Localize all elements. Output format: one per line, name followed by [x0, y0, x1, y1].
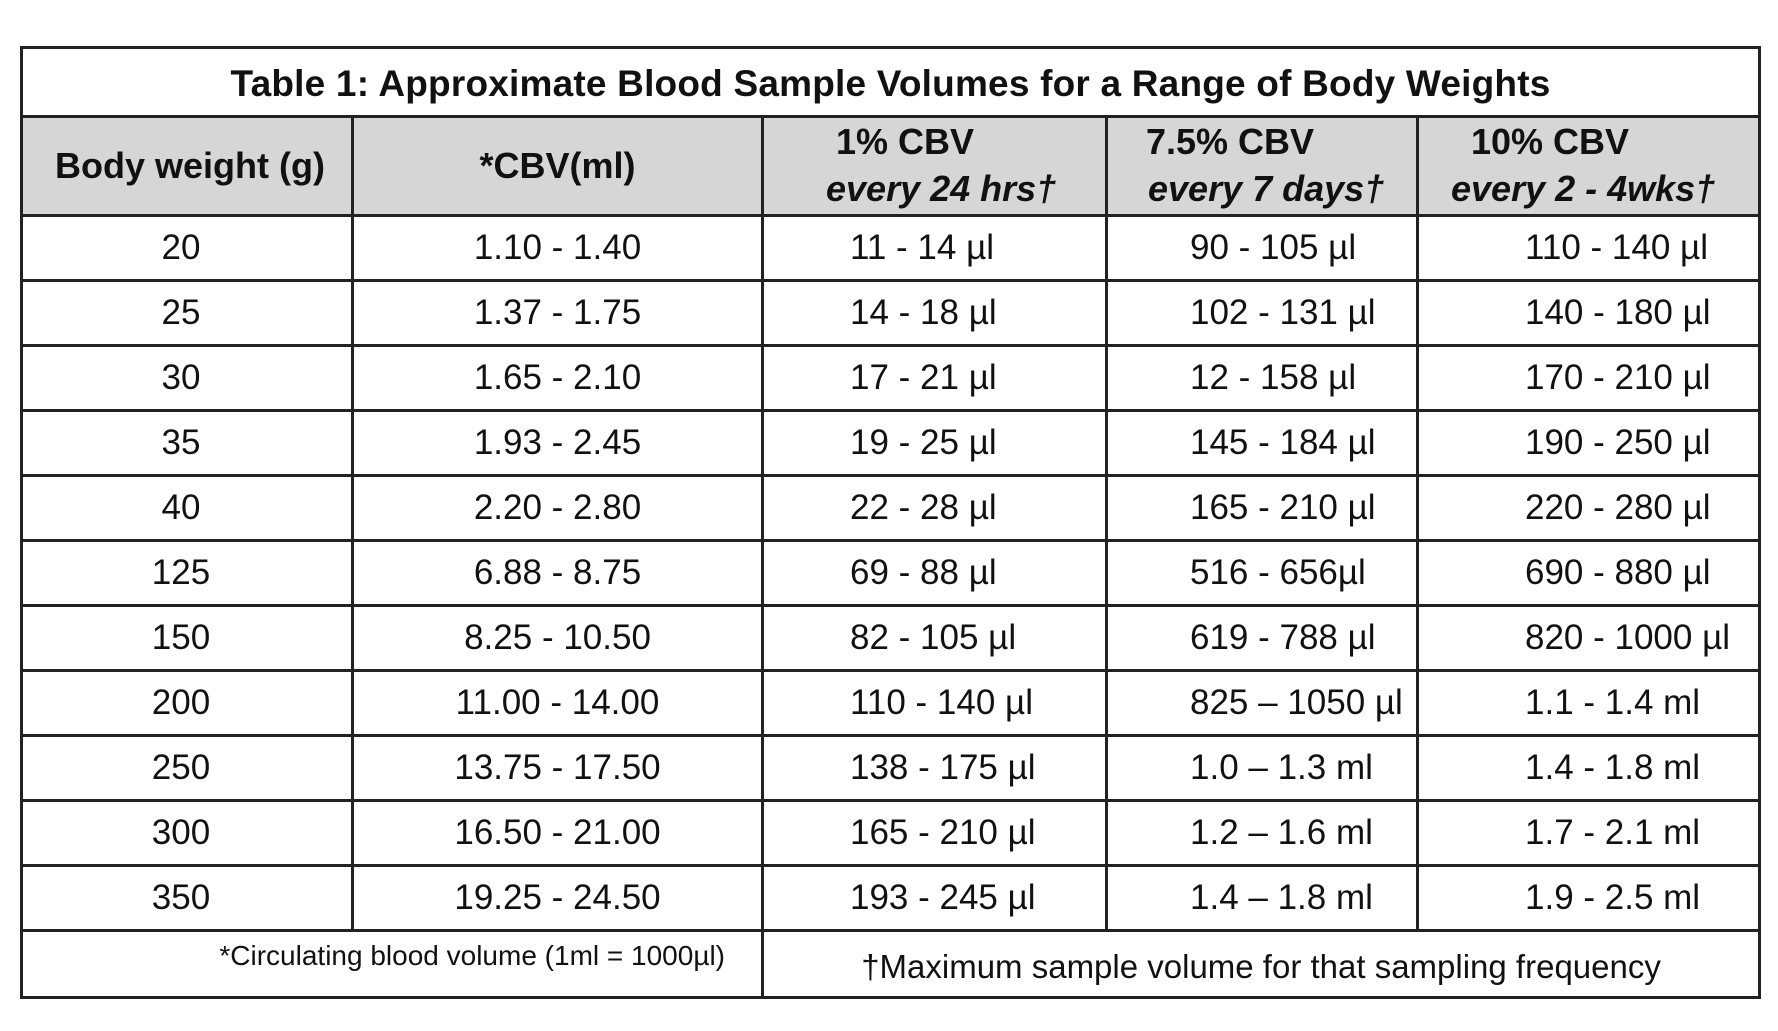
cell-pct10: 170 - 210 µl	[1415, 344, 1762, 412]
cell-cbv: 8.25 - 10.50	[351, 604, 764, 672]
footnote-cbv: *Circulating blood volume (1ml = 1000µl)	[20, 929, 764, 999]
cell-pct1: 22 - 28 µl	[761, 474, 1108, 542]
header-pct1-frequency: every 24 hrs†	[826, 168, 1057, 209]
header-pct1: 1% CBV every 24 hrs†	[761, 115, 1108, 217]
cell-pct75: 90 - 105 µl	[1105, 214, 1419, 282]
table-row: 250 13.75 - 17.50 138 - 175 µl 1.0 – 1.3…	[20, 734, 1762, 802]
table-title: Table 1: Approximate Blood Sample Volume…	[19, 46, 1762, 118]
cell-pct1: 19 - 25 µl	[761, 409, 1108, 477]
cell-pct75: 12 - 158 µl	[1105, 344, 1419, 412]
table-row: 35 1.93 - 2.45 19 - 25 µl 145 - 184 µl 1…	[20, 409, 1762, 477]
header-cbv: *CBV(ml)	[351, 115, 764, 217]
header-body-weight: Body weight (g)	[20, 115, 354, 217]
header-row: Body weight (g) *CBV(ml) 1% CBV every 24…	[20, 115, 1762, 217]
table-row: 30 1.65 - 2.10 17 - 21 µl 12 - 158 µl 17…	[20, 344, 1762, 412]
cell-pct1: 11 - 14 µl	[761, 214, 1108, 282]
cell-pct75: 825 – 1050 µl	[1105, 669, 1419, 737]
table-row: 300 16.50 - 21.00 165 - 210 µl 1.2 – 1.6…	[20, 799, 1762, 867]
cell-body-weight: 25	[20, 279, 354, 347]
cell-cbv: 1.37 - 1.75	[351, 279, 764, 347]
header-pct10: 10% CBV every 2 - 4wks†	[1415, 115, 1762, 217]
cell-pct10: 1.1 - 1.4 ml	[1415, 669, 1762, 737]
cell-pct1: 17 - 21 µl	[761, 344, 1108, 412]
table-row: 150 8.25 - 10.50 82 - 105 µl 619 - 788 µ…	[20, 604, 1762, 672]
cell-cbv: 16.50 - 21.00	[351, 799, 764, 867]
cell-pct10: 140 - 180 µl	[1415, 279, 1762, 347]
cell-pct10: 1.4 - 1.8 ml	[1415, 734, 1762, 802]
table-row: 20 1.10 - 1.40 11 - 14 µl 90 - 105 µl 11…	[20, 214, 1762, 282]
cell-pct75: 165 - 210 µl	[1105, 474, 1419, 542]
table-row: 350 19.25 - 24.50 193 - 245 µl 1.4 – 1.8…	[20, 864, 1762, 932]
cell-cbv: 6.88 - 8.75	[351, 539, 764, 607]
header-pct75-frequency: every 7 days†	[1148, 168, 1385, 209]
cell-pct75: 1.0 – 1.3 ml	[1105, 734, 1419, 802]
cell-body-weight: 40	[20, 474, 354, 542]
cell-pct1: 14 - 18 µl	[761, 279, 1108, 347]
cell-pct75: 1.4 – 1.8 ml	[1105, 864, 1419, 932]
header-pct10-label: 10% CBV	[1471, 121, 1630, 162]
cell-body-weight: 250	[20, 734, 354, 802]
header-pct75-label: 7.5% CBV	[1146, 121, 1315, 162]
cell-pct75: 145 - 184 µl	[1105, 409, 1419, 477]
cell-pct1: 110 - 140 µl	[761, 669, 1108, 737]
cell-pct75: 619 - 788 µl	[1105, 604, 1419, 672]
header-pct75: 7.5% CBV every 7 days†	[1105, 115, 1419, 217]
cell-pct10: 690 - 880 µl	[1415, 539, 1762, 607]
header-pct10-frequency: every 2 - 4wks†	[1451, 168, 1716, 209]
table-row: 200 11.00 - 14.00 110 - 140 µl 825 – 105…	[20, 669, 1762, 737]
cell-pct10: 1.7 - 2.1 ml	[1415, 799, 1762, 867]
blood-volume-table-figure: Table 1: Approximate Blood Sample Volume…	[19, 46, 1762, 1000]
title-row: Table 1: Approximate Blood Sample Volume…	[19, 46, 1762, 118]
table-row: 40 2.20 - 2.80 22 - 28 µl 165 - 210 µl 2…	[20, 474, 1762, 542]
blood-volume-table: Table 1: Approximate Blood Sample Volume…	[19, 46, 1762, 999]
cell-pct10: 190 - 250 µl	[1415, 409, 1762, 477]
cell-body-weight: 125	[20, 539, 354, 607]
cell-pct75: 102 - 131 µl	[1105, 279, 1419, 347]
table-body: 20 1.10 - 1.40 11 - 14 µl 90 - 105 µl 11…	[20, 214, 1762, 999]
cell-body-weight: 20	[20, 214, 354, 282]
cell-pct75: 1.2 – 1.6 ml	[1105, 799, 1419, 867]
cell-pct1: 165 - 210 µl	[761, 799, 1108, 867]
cell-body-weight: 30	[20, 344, 354, 412]
table-row: 125 6.88 - 8.75 69 - 88 µl 516 - 656µl 6…	[20, 539, 1762, 607]
cell-body-weight: 35	[20, 409, 354, 477]
cell-body-weight: 300	[20, 799, 354, 867]
cell-pct10: 820 - 1000 µl	[1415, 604, 1762, 672]
cell-cbv: 1.93 - 2.45	[351, 409, 764, 477]
header-pct1-label: 1% CBV	[836, 121, 975, 162]
cell-body-weight: 200	[20, 669, 354, 737]
cell-cbv: 1.65 - 2.10	[351, 344, 764, 412]
cell-pct10: 110 - 140 µl	[1415, 214, 1762, 282]
cell-cbv: 2.20 - 2.80	[351, 474, 764, 542]
cell-pct10: 1.9 - 2.5 ml	[1415, 864, 1762, 932]
cell-pct10: 220 - 280 µl	[1415, 474, 1762, 542]
cell-cbv: 1.10 - 1.40	[351, 214, 764, 282]
cell-cbv: 19.25 - 24.50	[351, 864, 764, 932]
cell-pct1: 82 - 105 µl	[761, 604, 1108, 672]
cell-pct1: 193 - 245 µl	[761, 864, 1108, 932]
cell-body-weight: 350	[20, 864, 354, 932]
cell-body-weight: 150	[20, 604, 354, 672]
table-row: 25 1.37 - 1.75 14 - 18 µl 102 - 131 µl 1…	[20, 279, 1762, 347]
cell-cbv: 11.00 - 14.00	[351, 669, 764, 737]
cell-pct1: 69 - 88 µl	[761, 539, 1108, 607]
footnote-maximum-volume: †Maximum sample volume for that sampling…	[760, 929, 1762, 999]
cell-cbv: 13.75 - 17.50	[351, 734, 764, 802]
footnote-row: *Circulating blood volume (1ml = 1000µl)…	[20, 929, 1762, 999]
cell-pct75: 516 - 656µl	[1105, 539, 1419, 607]
cell-pct1: 138 - 175 µl	[761, 734, 1108, 802]
